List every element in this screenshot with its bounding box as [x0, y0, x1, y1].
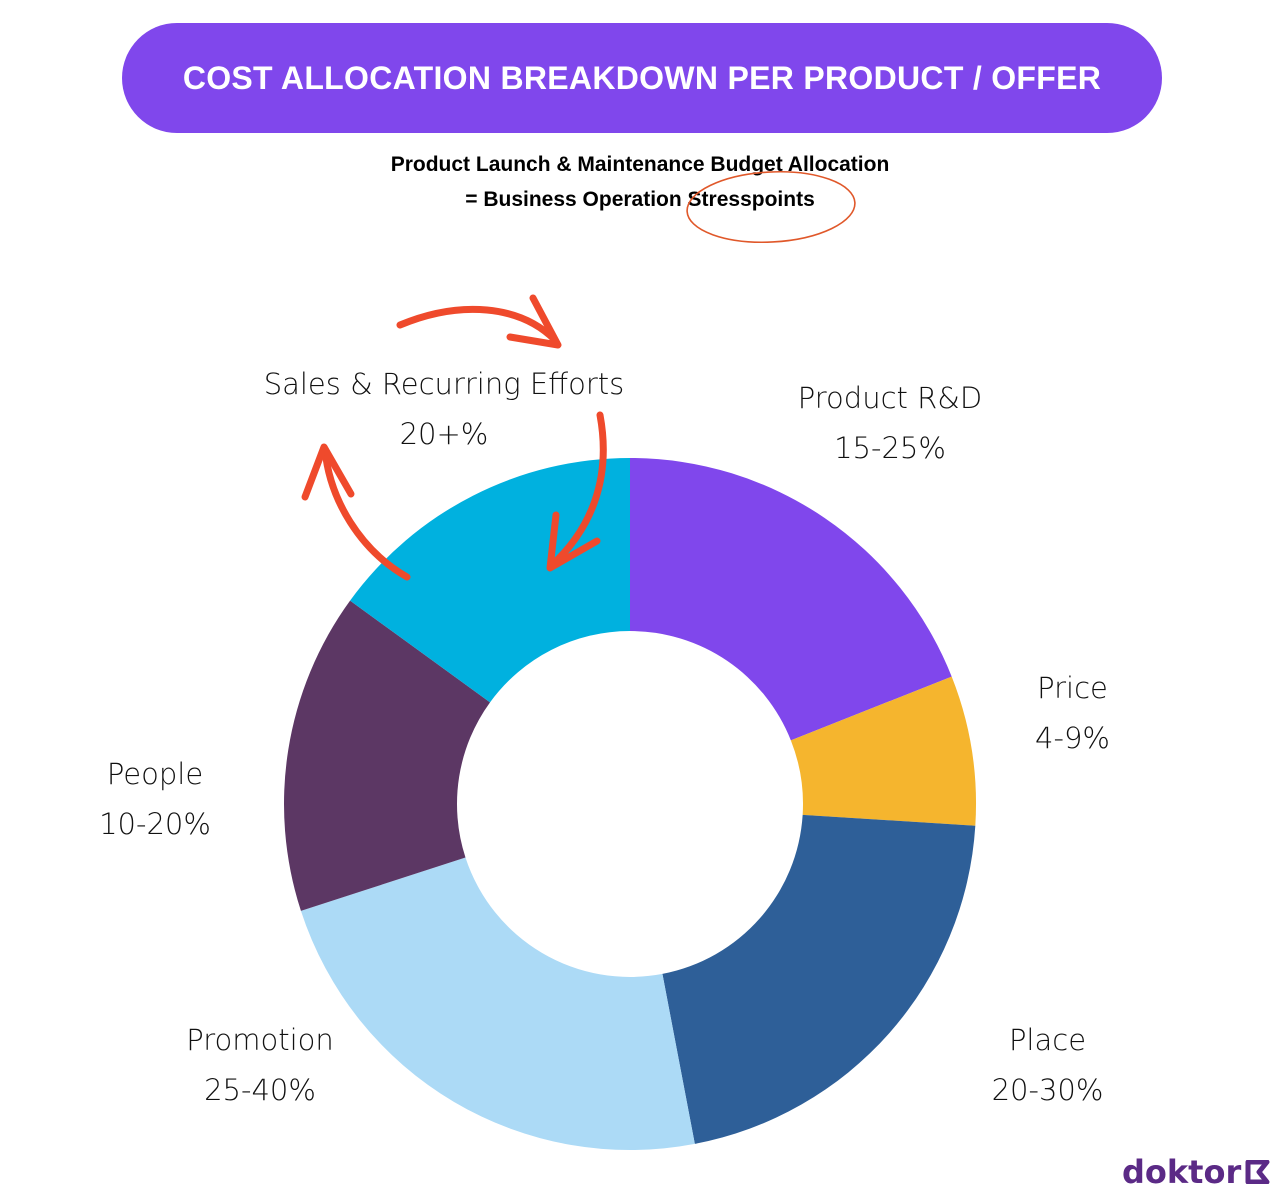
label-sales: Sales & Recurring Efforts 20+%: [244, 359, 644, 459]
slice-price: [790, 676, 977, 826]
slice-people: [283, 600, 491, 911]
slice-label: People: [106, 757, 204, 791]
chart-title: COST ALLOCATION BREAKDOWN PER PRODUCT / …: [182, 59, 1102, 96]
subtitle-line-1: Product Launch & Maintenance Budget Allo…: [390, 153, 890, 176]
slice-range: 25-40%: [204, 1073, 316, 1107]
slice-label: Product R&D: [797, 381, 983, 415]
slice-range: 15-25%: [834, 431, 946, 465]
slice-label: Place: [1008, 1023, 1087, 1057]
stresspoints-circle-annotation: [686, 170, 856, 244]
curved-arrow-icon: [548, 411, 607, 569]
slice-range: 10-20%: [99, 807, 211, 841]
slice-label: Sales & Recurring Efforts: [263, 367, 625, 401]
label-people: People 10-20%: [85, 749, 225, 849]
curved-arrow-icon: [396, 305, 559, 344]
label-promotion: Promotion 25-40%: [170, 1015, 350, 1115]
logo-text: doktor: [1122, 1153, 1242, 1191]
slice-range: 20+%: [399, 417, 489, 451]
slice-label: Price: [1037, 671, 1108, 705]
slice-range: 4-9%: [1035, 721, 1110, 755]
slice-product-r-d: [630, 458, 952, 741]
label-price: Price 4-9%: [1010, 663, 1135, 763]
logo-mark-icon: [1245, 1160, 1270, 1184]
label-product-rd: Product R&D 15-25%: [790, 373, 990, 473]
slice-sales-recurring-efforts: [350, 457, 630, 703]
arrow-head-icon: [506, 294, 562, 349]
brand-logo: doktor: [1122, 1153, 1271, 1191]
arrow-head-icon: [301, 443, 355, 501]
slice-place: [662, 814, 976, 1144]
curved-arrow-icon: [321, 446, 411, 581]
label-place: Place 20-30%: [970, 1015, 1125, 1115]
slice-label: Promotion: [186, 1023, 334, 1057]
slice-promotion: [300, 857, 695, 1150]
title-banner: COST ALLOCATION BREAKDOWN PER PRODUCT / …: [122, 23, 1162, 133]
arrow-head-icon: [546, 511, 601, 572]
slice-range: 20-30%: [991, 1073, 1104, 1107]
subtitle-line-2: = Business Operation Stresspoints: [465, 188, 815, 211]
